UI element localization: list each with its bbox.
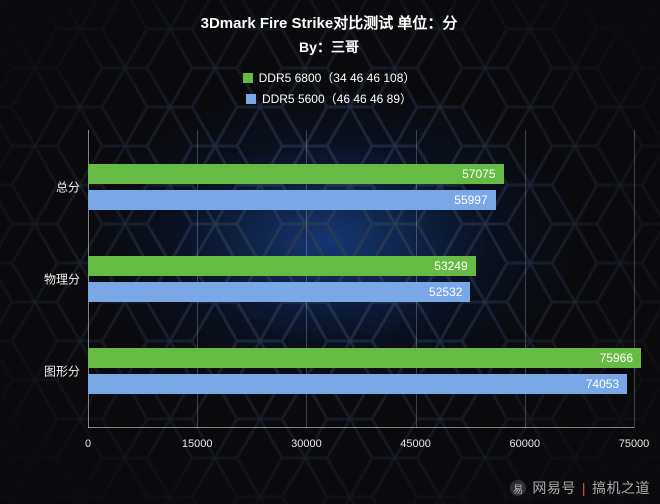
bar: 57075 [88,164,504,184]
legend-item: DDR5 6800（34 46 46 108） [243,69,416,86]
x-tick-label: 45000 [400,438,431,450]
category-label: 图形分 [30,363,80,380]
bar-value-label: 57075 [462,164,495,184]
x-tick-label: 30000 [291,438,322,450]
bar-group: 物理分5324952532 [88,256,634,302]
x-tick-label: 0 [85,438,91,450]
legend-label: DDR5 6800（34 46 46 108） [259,69,416,86]
x-tick-label: 15000 [182,438,213,450]
chart-stage: 3Dmark Fire Strike对比测试 单位：分 By：三哥 DDR5 6… [0,0,660,504]
plot-area: 01500030000450006000075000总分5707555997物理… [88,130,634,428]
legend: DDR5 6800（34 46 46 108） DDR5 5600（46 46 … [16,69,642,107]
bar: 52532 [88,282,470,302]
bar: 55997 [88,190,496,210]
chart-title: 3Dmark Fire Strike对比测试 单位：分 [16,12,642,33]
legend-item: DDR5 5600（46 46 46 89） [246,90,412,107]
category-label: 物理分 [30,271,80,288]
watermark: 易 网易号 | 搞机之道 [510,478,650,498]
legend-swatch [246,94,256,104]
grid-line [634,130,635,428]
bar-value-label: 55997 [454,190,487,210]
bar-value-label: 75966 [600,348,633,368]
bar-group: 图形分7596674053 [88,348,634,394]
bar-value-label: 74053 [586,374,619,394]
watermark-brand: 网易号 [532,478,576,498]
x-tick-label: 75000 [619,438,650,450]
legend-label: DDR5 5600（46 46 46 89） [262,90,412,107]
x-axis-line [88,427,634,428]
chart-container: 3Dmark Fire Strike对比测试 单位：分 By：三哥 DDR5 6… [16,10,642,466]
x-tick-label: 60000 [510,438,541,450]
category-label: 总分 [30,179,80,196]
watermark-separator: | [582,480,586,496]
watermark-channel: 搞机之道 [592,478,650,498]
legend-swatch [243,73,253,83]
bar: 53249 [88,256,476,276]
bar-group: 总分5707555997 [88,164,634,210]
bar-value-label: 53249 [434,256,467,276]
chart-byline: By：三哥 [16,37,642,57]
bar: 75966 [88,348,641,368]
netease-icon: 易 [510,480,526,496]
bar: 74053 [88,374,627,394]
bar-value-label: 52532 [429,282,462,302]
